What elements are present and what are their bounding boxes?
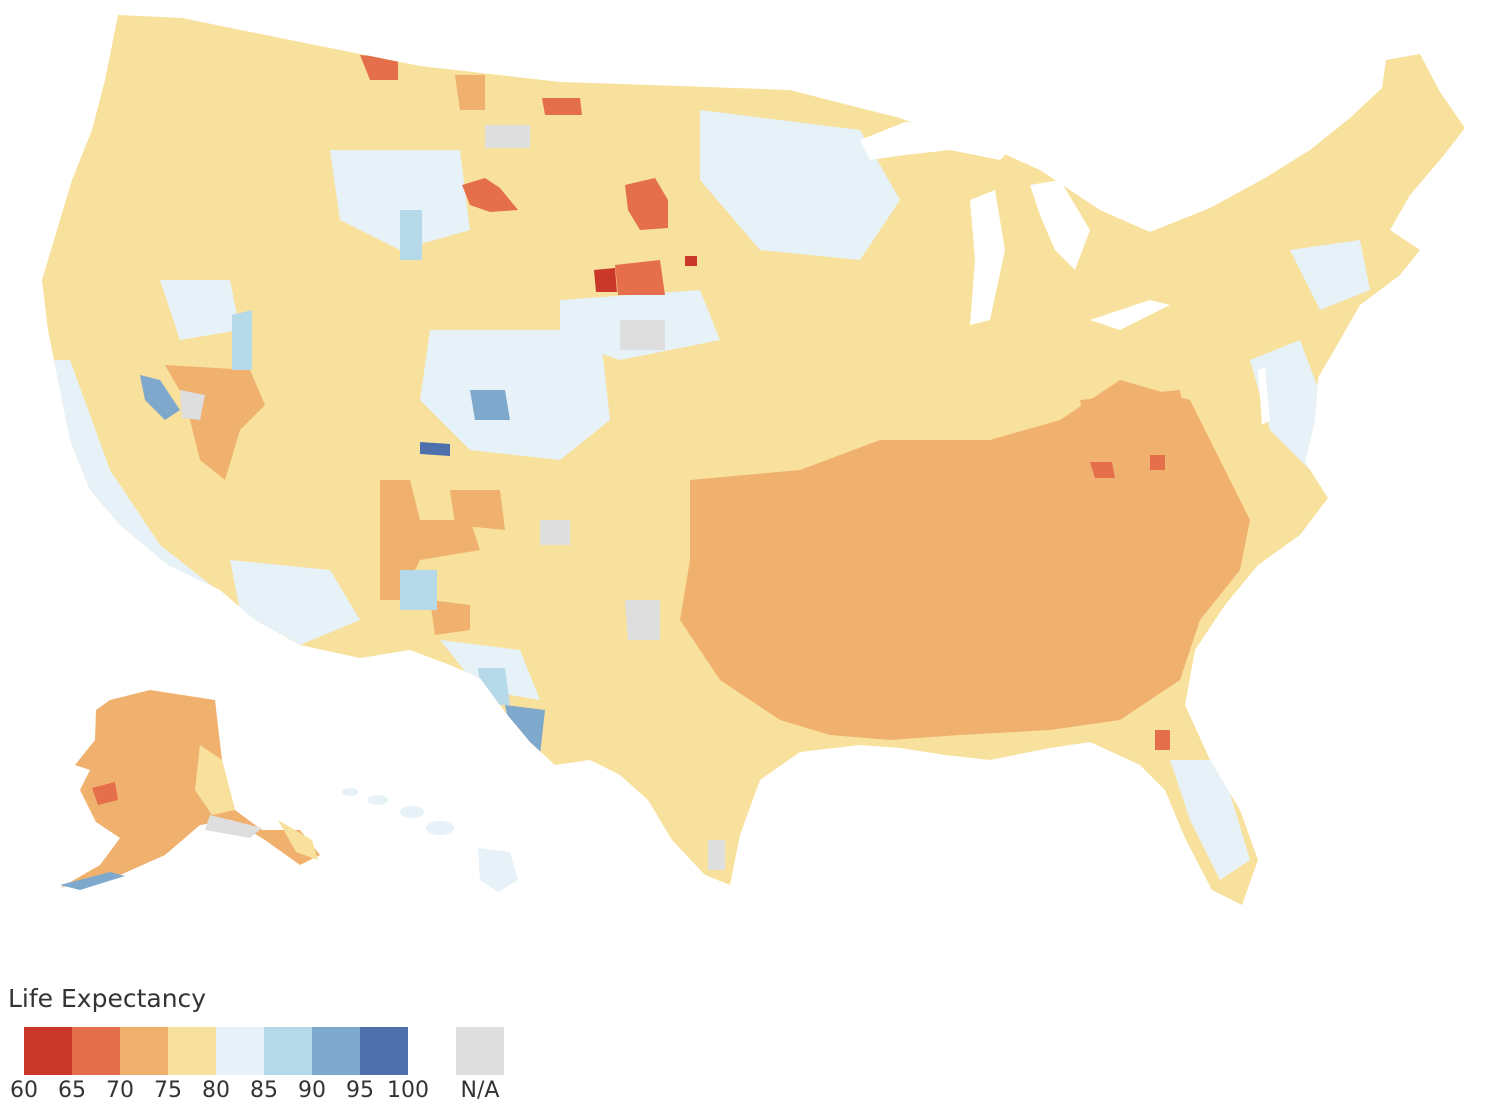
legend-swatch-70-75: [120, 1027, 168, 1075]
north-dakota-reservation: [542, 98, 582, 115]
colorado-blue-2: [470, 390, 510, 420]
na-area-1: [485, 125, 530, 148]
legend-title: Life Expectancy: [8, 984, 207, 1013]
southwest-high-area: [230, 560, 360, 645]
colorado-summit: [420, 442, 450, 456]
legend-swatch-65-70: [72, 1027, 120, 1075]
california-blue-strip: [140, 375, 180, 420]
arizona-blue-area: [400, 570, 437, 610]
legend-swatch-60-65: [24, 1027, 72, 1075]
legend-tick-65: 65: [58, 1078, 86, 1103]
hawaii-island-2: [368, 795, 388, 805]
na-area-6: [540, 520, 570, 545]
nevada-blue-strip: [232, 310, 252, 370]
alaska-shape: [60, 690, 320, 888]
montana-reservation-1: [360, 55, 398, 80]
alaska-gray-strip: [205, 815, 262, 838]
legend-tick-90: 90: [298, 1078, 326, 1103]
new-england-high-area: [1290, 240, 1370, 310]
colorado-blue-1: [400, 210, 422, 260]
idaho-high-area: [160, 280, 240, 340]
lake-superior: [860, 122, 1010, 160]
legend-tick-60: 60: [10, 1078, 38, 1103]
alaska-south-island: [278, 820, 318, 860]
texas-blue-strip: [478, 668, 510, 705]
south-dakota-reservation-1: [625, 178, 668, 230]
legend-tick-70: 70: [106, 1078, 134, 1103]
texas-blue-area: [505, 705, 545, 755]
hawaii-island-4: [426, 821, 454, 835]
lake-huron: [1030, 180, 1090, 270]
hawaii-big-island: [478, 848, 518, 892]
lake-erie: [1090, 300, 1170, 330]
alaska: [60, 690, 320, 890]
legend-na-label: N/A: [460, 1078, 500, 1103]
legend-tick-95: 95: [346, 1078, 374, 1103]
contiguous-us: [42, 15, 1465, 905]
hawaii-island-1: [342, 788, 358, 796]
alaska-red-spot: [92, 782, 118, 805]
legend-swatch-80-85: [216, 1027, 264, 1075]
new-mexico-low-area: [450, 490, 505, 530]
alaska-like-southwest-low: [430, 600, 470, 635]
minnesota-high-area: [700, 110, 900, 260]
east-coast-high-band: [1250, 340, 1330, 470]
hawaii: [342, 788, 518, 892]
montana-low-area: [455, 75, 485, 110]
georgia-spot: [1155, 730, 1170, 750]
lake-michigan: [970, 190, 1005, 325]
aleutians-blue: [60, 872, 125, 890]
west-virginia-spot-1: [1090, 462, 1115, 478]
legend-swatch-85-90: [264, 1027, 312, 1075]
legend-tick-75: 75: [154, 1078, 182, 1103]
na-area-5: [708, 840, 725, 870]
northern-plains-high-area: [330, 150, 470, 250]
county-fills: [42, 55, 1370, 880]
alaska-east-band: [195, 745, 235, 815]
na-area-4: [625, 600, 660, 640]
na-area-2: [620, 320, 665, 350]
legend-swatch-90-95: [312, 1027, 360, 1075]
legend-tick-80: 80: [202, 1078, 230, 1103]
legend-tick-100: 100: [387, 1078, 429, 1103]
florida-high-area: [1170, 760, 1250, 880]
chesapeake-bay: [1258, 368, 1270, 425]
west-virginia-spot-2: [1150, 455, 1165, 470]
na-area-3: [180, 390, 205, 420]
legend-swatch-75-80: [168, 1027, 216, 1075]
hawaii-island-3: [400, 806, 424, 818]
montana-reservation-2: [462, 178, 518, 212]
legend-tick-85: 85: [250, 1078, 278, 1103]
us-county-life-expectancy-map: [42, 15, 1465, 905]
legend-swatch-95-100: [360, 1027, 408, 1075]
pine-ridge: [594, 268, 617, 292]
colorado-high-area: [420, 330, 610, 460]
south-dakota-reservation-2: [615, 260, 665, 295]
legend-na-swatch: [456, 1027, 504, 1075]
rosebud-spot: [685, 256, 697, 266]
legend-scale: [24, 1027, 408, 1075]
